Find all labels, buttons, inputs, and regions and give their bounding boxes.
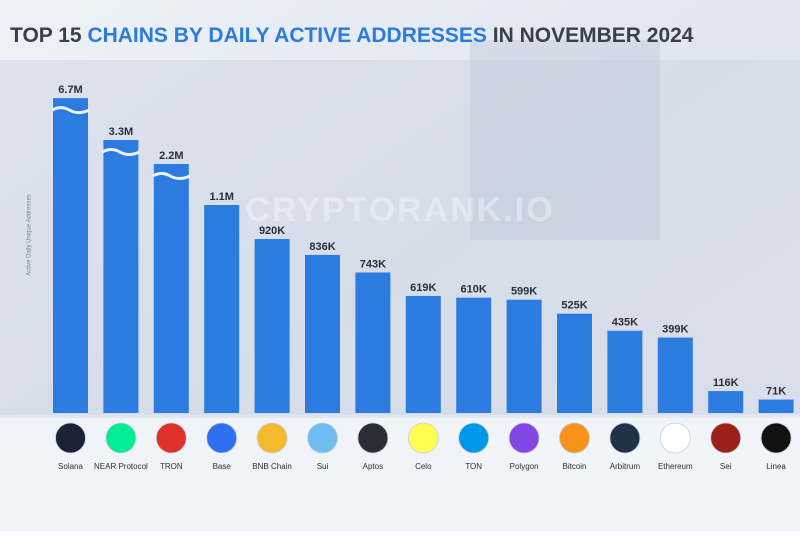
x-tick-label: NEAR Protocol (94, 462, 148, 471)
chain-icon (659, 422, 691, 454)
bar (103, 140, 139, 413)
chain-icon (206, 422, 238, 454)
value-label: 599K (511, 286, 537, 298)
watermark: CRYPTORANK.IO (245, 191, 554, 229)
chain-icon (55, 422, 86, 454)
bar (657, 337, 693, 413)
chain-icon (508, 422, 540, 454)
x-tick-label: Aptos (363, 462, 383, 471)
bar (254, 239, 290, 413)
x-tick-label: Bitcoin (562, 462, 586, 471)
axis-break (101, 148, 141, 157)
chain-icon (760, 422, 792, 454)
chain-icon (155, 422, 187, 454)
chain-icon (357, 422, 389, 454)
x-tick-label: Sui (317, 462, 329, 471)
x-tick-label: Linea (766, 462, 786, 471)
bar (708, 391, 744, 413)
bar (305, 254, 340, 413)
value-label: 610K (461, 284, 487, 296)
chain-icon (105, 422, 137, 454)
x-tick-label: Celo (415, 462, 432, 471)
chain-icon (458, 422, 490, 454)
value-label: 525K (561, 300, 587, 312)
x-tick-label: Sei (720, 462, 732, 471)
title-part: IN NOVEMBER 2024 (487, 24, 694, 47)
x-tick-label: Polygon (510, 462, 539, 471)
chain-icon (256, 422, 288, 454)
x-tick-label: Arbitrum (610, 462, 641, 471)
x-tick-label: Solana (58, 462, 83, 471)
value-label: 3.3M (109, 126, 133, 138)
bar (405, 295, 441, 413)
value-label: 920K (259, 225, 285, 237)
value-label: 836K (309, 241, 335, 253)
bar (53, 98, 88, 413)
bar (506, 299, 542, 413)
axis-break (152, 172, 191, 180)
value-label: 399K (662, 323, 688, 335)
chain-icon (609, 422, 641, 454)
bar (557, 313, 592, 413)
chain-icon (407, 422, 439, 454)
value-label: 116K (713, 377, 739, 389)
value-label: 435K (612, 317, 638, 329)
bar (607, 330, 643, 413)
bar (456, 297, 492, 413)
chart-title: TOP 15 CHAINS BY DAILY ACTIVE ADDRESSES … (10, 24, 694, 47)
value-label: 71K (766, 385, 786, 397)
bar (758, 399, 794, 413)
chain-icon (710, 422, 742, 454)
bar (355, 272, 391, 413)
value-label: 6.7M (58, 84, 82, 96)
background-figure (470, 40, 660, 240)
chain-icon (307, 422, 338, 454)
x-tick-label: Ethereum (658, 462, 693, 471)
x-tick-label: TRON (160, 462, 183, 471)
y-axis-label: Active Daily Unique Addresses (27, 194, 33, 276)
title-part: CHAINS BY DAILY ACTIVE ADDRESSES (87, 24, 486, 47)
bar (153, 164, 189, 413)
chain-icon (559, 422, 590, 454)
axis-break (51, 106, 90, 115)
x-tick-label: Base (213, 462, 232, 471)
title-part: TOP 15 (10, 24, 87, 47)
x-tick-label: TON (465, 462, 482, 471)
value-label: 1.1M (209, 191, 233, 203)
x-tick-label: BNB Chain (252, 462, 292, 471)
value-label: 2.2M (159, 150, 183, 162)
value-label: 619K (410, 282, 436, 294)
bar (204, 205, 240, 413)
value-label: 743K (360, 258, 386, 270)
